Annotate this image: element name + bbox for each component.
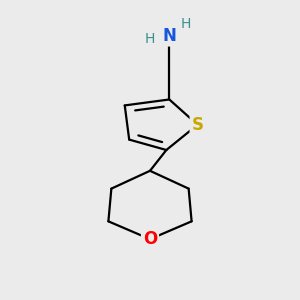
Text: H: H — [181, 17, 191, 31]
Text: S: S — [192, 116, 204, 134]
Text: N: N — [162, 27, 176, 45]
Text: H: H — [145, 32, 155, 46]
Text: O: O — [143, 230, 157, 248]
